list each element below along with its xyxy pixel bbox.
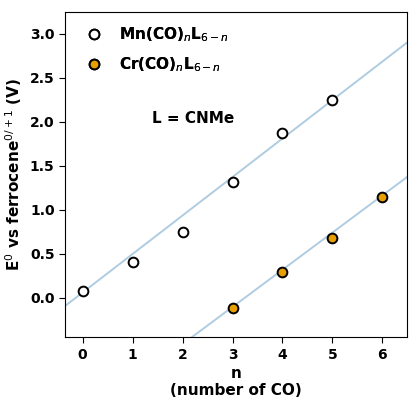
Text: L = CNMe: L = CNMe: [152, 111, 235, 126]
Legend: Mn(CO)$_n$L$_{6-n}$, Cr(CO)$_n$L$_{6-n}$: Mn(CO)$_n$L$_{6-n}$, Cr(CO)$_n$L$_{6-n}$: [73, 20, 234, 80]
X-axis label: n
(number of CO): n (number of CO): [171, 366, 302, 398]
Y-axis label: E$^0$ vs ferrocene$^{0/+1}$ (V): E$^0$ vs ferrocene$^{0/+1}$ (V): [4, 78, 24, 271]
